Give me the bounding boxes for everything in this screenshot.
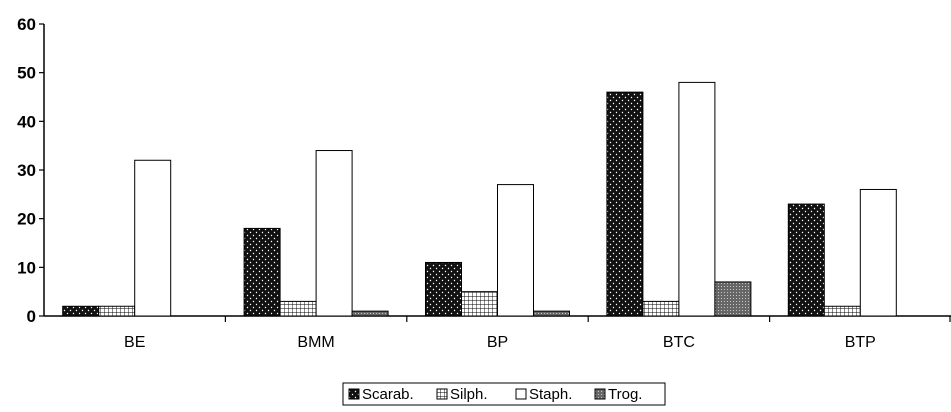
y-tick-label: 0 bbox=[27, 307, 36, 326]
bar-staph-btc bbox=[678, 81, 716, 317]
legend-swatch-silph bbox=[436, 388, 448, 400]
bar-staph-bp bbox=[497, 184, 534, 317]
bar-scarab-btp bbox=[787, 203, 825, 317]
y-tick-label: 10 bbox=[17, 258, 36, 277]
legend-swatch-scarab bbox=[348, 388, 360, 400]
legend-label-scarab: Scarab. bbox=[362, 386, 414, 403]
legend: Scarab. Silph. Staph. Trog. bbox=[342, 382, 666, 406]
legend-swatch-staph bbox=[515, 388, 527, 400]
bar-scarab-be bbox=[62, 305, 100, 317]
x-axis-tick-labels: BE BMM BP BTC BTP bbox=[124, 316, 951, 351]
x-tick-label: BTC bbox=[663, 334, 695, 351]
bar-trog-btc bbox=[714, 281, 752, 317]
x-tick-label: BMM bbox=[297, 334, 334, 351]
bar-staph-btp bbox=[859, 188, 897, 317]
bar-staph-be bbox=[134, 159, 172, 317]
bar-scarab-bmm bbox=[243, 227, 281, 317]
bar-scarab-bp bbox=[425, 261, 462, 317]
bar-silph-btp bbox=[823, 305, 861, 317]
y-axis-tick-labels: 0 10 20 30 40 50 60 bbox=[17, 15, 44, 326]
x-tick-label: BE bbox=[124, 334, 145, 351]
x-tick-label: BTP bbox=[845, 334, 876, 351]
bar-scarab-btc bbox=[606, 91, 644, 317]
bar-silph-bp bbox=[461, 291, 498, 317]
y-tick-label: 60 bbox=[17, 15, 36, 34]
legend-box bbox=[342, 382, 666, 406]
legend-label-silph: Silph. bbox=[450, 386, 488, 403]
legend-label-trog: Trog. bbox=[608, 386, 642, 403]
bars bbox=[62, 81, 897, 317]
legend-label-staph: Staph. bbox=[529, 386, 572, 403]
bar-silph-be bbox=[98, 305, 136, 317]
y-tick-label: 40 bbox=[17, 112, 36, 131]
y-tick-label: 20 bbox=[17, 210, 36, 229]
bar-silph-bmm bbox=[279, 300, 317, 317]
x-tick-label: BP bbox=[487, 334, 508, 351]
bar-trog-bmm bbox=[351, 310, 389, 317]
y-tick-label: 30 bbox=[17, 161, 36, 180]
legend-swatch-trog bbox=[594, 388, 606, 400]
y-tick-label: 50 bbox=[17, 64, 36, 83]
bar-staph-bmm bbox=[315, 150, 353, 317]
bar-silph-btc bbox=[642, 300, 680, 317]
bar-trog-bp bbox=[533, 310, 570, 317]
